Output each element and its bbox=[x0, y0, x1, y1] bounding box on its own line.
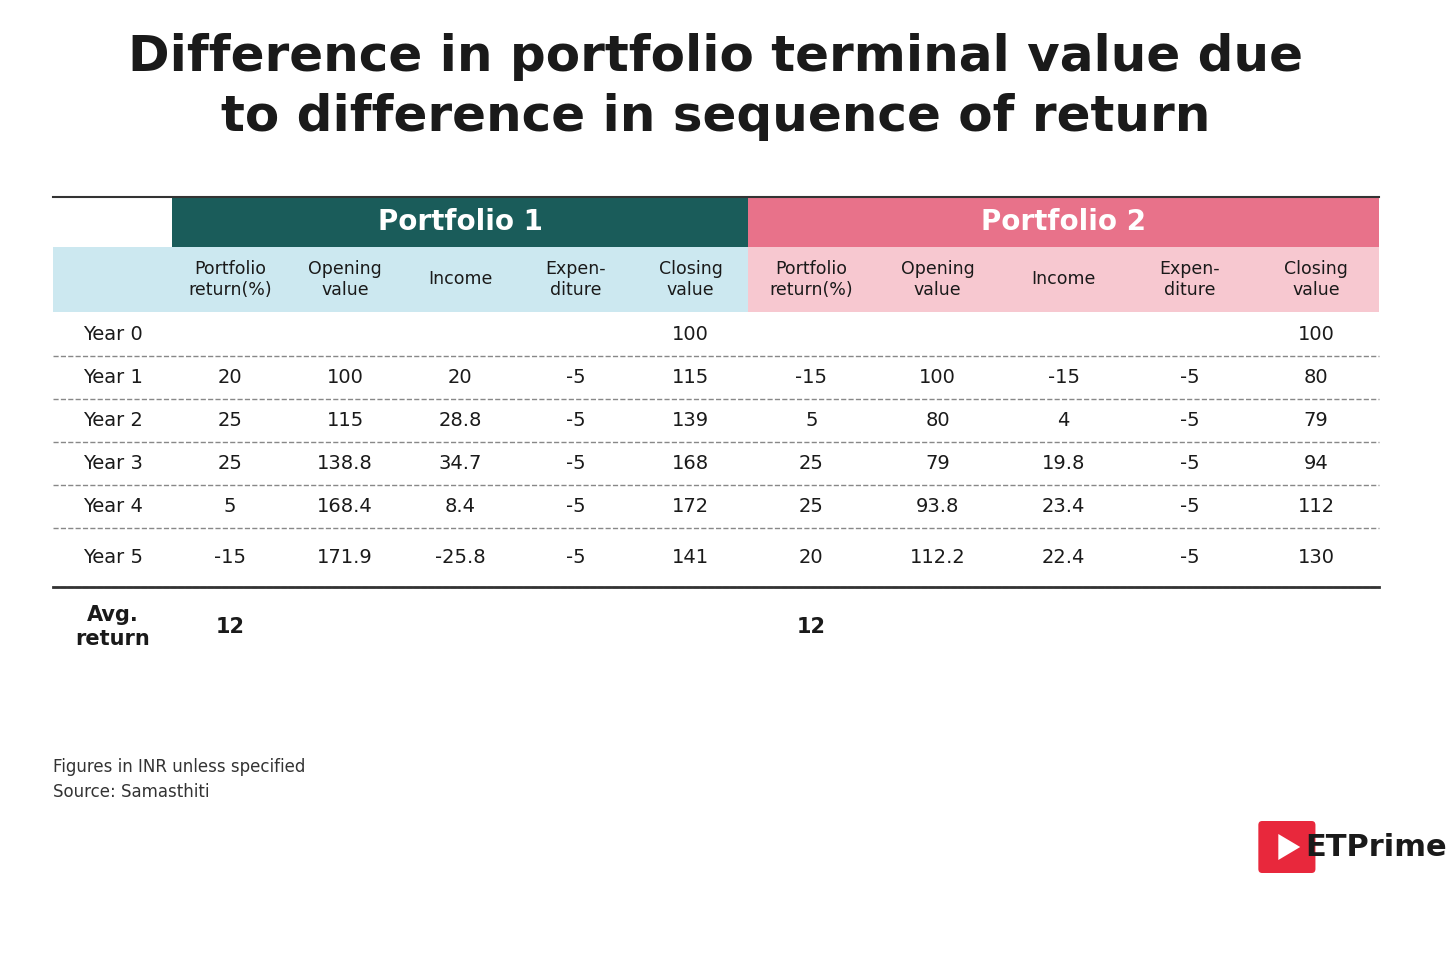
FancyBboxPatch shape bbox=[1258, 821, 1315, 873]
Text: 22.4: 22.4 bbox=[1042, 548, 1085, 567]
Text: Opening
value: Opening value bbox=[901, 260, 975, 299]
Text: Year 0: Year 0 bbox=[83, 324, 142, 344]
Text: -5: -5 bbox=[1180, 548, 1200, 567]
Bar bbox=[748, 197, 1379, 247]
Text: Portfolio
return(%): Portfolio return(%) bbox=[187, 260, 272, 299]
Text: 19.8: 19.8 bbox=[1042, 454, 1085, 473]
Text: -5: -5 bbox=[1180, 454, 1200, 473]
Text: 139: 139 bbox=[673, 411, 709, 430]
Text: 20: 20 bbox=[218, 368, 243, 387]
Text: 23.4: 23.4 bbox=[1042, 497, 1085, 516]
Text: 171.9: 171.9 bbox=[317, 548, 373, 567]
Text: 93.8: 93.8 bbox=[915, 497, 959, 516]
Text: 80: 80 bbox=[1303, 368, 1328, 387]
Text: 5: 5 bbox=[224, 497, 237, 516]
Text: 12: 12 bbox=[215, 617, 244, 637]
Text: 8.4: 8.4 bbox=[445, 497, 475, 516]
Text: Portfolio 2: Portfolio 2 bbox=[981, 208, 1146, 236]
Text: 79: 79 bbox=[926, 454, 950, 473]
Text: 5: 5 bbox=[805, 411, 818, 430]
Text: Figures in INR unless specified: Figures in INR unless specified bbox=[54, 758, 305, 776]
Text: Expen-
diture: Expen- diture bbox=[545, 260, 606, 299]
Text: 100: 100 bbox=[673, 324, 709, 344]
Text: 100: 100 bbox=[920, 368, 956, 387]
Text: 20: 20 bbox=[799, 548, 824, 567]
Text: -5: -5 bbox=[565, 454, 586, 473]
Bar bbox=[748, 247, 1379, 312]
Text: ETPrime: ETPrime bbox=[1306, 833, 1447, 861]
Text: Closing
value: Closing value bbox=[658, 260, 722, 299]
Text: -15: -15 bbox=[1048, 368, 1080, 387]
Text: 112.2: 112.2 bbox=[910, 548, 965, 567]
Text: 79: 79 bbox=[1303, 411, 1328, 430]
Text: Difference in portfolio terminal value due
to difference in sequence of return: Difference in portfolio terminal value d… bbox=[128, 33, 1303, 141]
Text: Income: Income bbox=[429, 271, 493, 288]
Text: Closing
value: Closing value bbox=[1284, 260, 1348, 299]
Text: 100: 100 bbox=[1298, 324, 1334, 344]
Text: Year 2: Year 2 bbox=[83, 411, 142, 430]
Text: 100: 100 bbox=[327, 368, 363, 387]
Text: 138.8: 138.8 bbox=[317, 454, 373, 473]
Text: Year 5: Year 5 bbox=[83, 548, 142, 567]
Bar bbox=[54, 247, 173, 312]
Text: 168.4: 168.4 bbox=[317, 497, 373, 516]
Bar bbox=[173, 247, 748, 312]
Text: Portfolio
return(%): Portfolio return(%) bbox=[770, 260, 853, 299]
Text: 28.8: 28.8 bbox=[439, 411, 482, 430]
Text: Year 3: Year 3 bbox=[83, 454, 142, 473]
Text: Portfolio 1: Portfolio 1 bbox=[378, 208, 543, 236]
Text: 12: 12 bbox=[796, 617, 825, 637]
Text: -5: -5 bbox=[565, 548, 586, 567]
Text: 130: 130 bbox=[1298, 548, 1335, 567]
Text: 112: 112 bbox=[1298, 497, 1335, 516]
Text: -5: -5 bbox=[1180, 497, 1200, 516]
Text: Opening
value: Opening value bbox=[308, 260, 382, 299]
Text: Expen-
diture: Expen- diture bbox=[1159, 260, 1221, 299]
Text: 141: 141 bbox=[673, 548, 709, 567]
Text: -15: -15 bbox=[795, 368, 827, 387]
Text: Year 4: Year 4 bbox=[83, 497, 142, 516]
Text: -5: -5 bbox=[565, 497, 586, 516]
Text: Source: Samasthiti: Source: Samasthiti bbox=[54, 783, 209, 801]
Polygon shape bbox=[1279, 834, 1300, 860]
Text: 80: 80 bbox=[926, 411, 950, 430]
Bar bbox=[173, 197, 748, 247]
Text: 4: 4 bbox=[1058, 411, 1069, 430]
Text: -15: -15 bbox=[214, 548, 246, 567]
Text: 25: 25 bbox=[799, 497, 824, 516]
Text: 25: 25 bbox=[799, 454, 824, 473]
Text: -5: -5 bbox=[1180, 411, 1200, 430]
Text: 115: 115 bbox=[327, 411, 363, 430]
Text: 115: 115 bbox=[671, 368, 709, 387]
Text: 168: 168 bbox=[673, 454, 709, 473]
Text: 20: 20 bbox=[448, 368, 472, 387]
Text: 25: 25 bbox=[218, 454, 243, 473]
Text: Income: Income bbox=[1032, 271, 1096, 288]
Text: 25: 25 bbox=[218, 411, 243, 430]
Text: -25.8: -25.8 bbox=[434, 548, 485, 567]
Text: -5: -5 bbox=[1180, 368, 1200, 387]
Text: 34.7: 34.7 bbox=[439, 454, 482, 473]
Text: -5: -5 bbox=[565, 368, 586, 387]
Text: -5: -5 bbox=[565, 411, 586, 430]
Text: 94: 94 bbox=[1303, 454, 1328, 473]
Text: Avg.
return: Avg. return bbox=[76, 606, 150, 649]
Text: 172: 172 bbox=[673, 497, 709, 516]
Text: Year 1: Year 1 bbox=[83, 368, 142, 387]
